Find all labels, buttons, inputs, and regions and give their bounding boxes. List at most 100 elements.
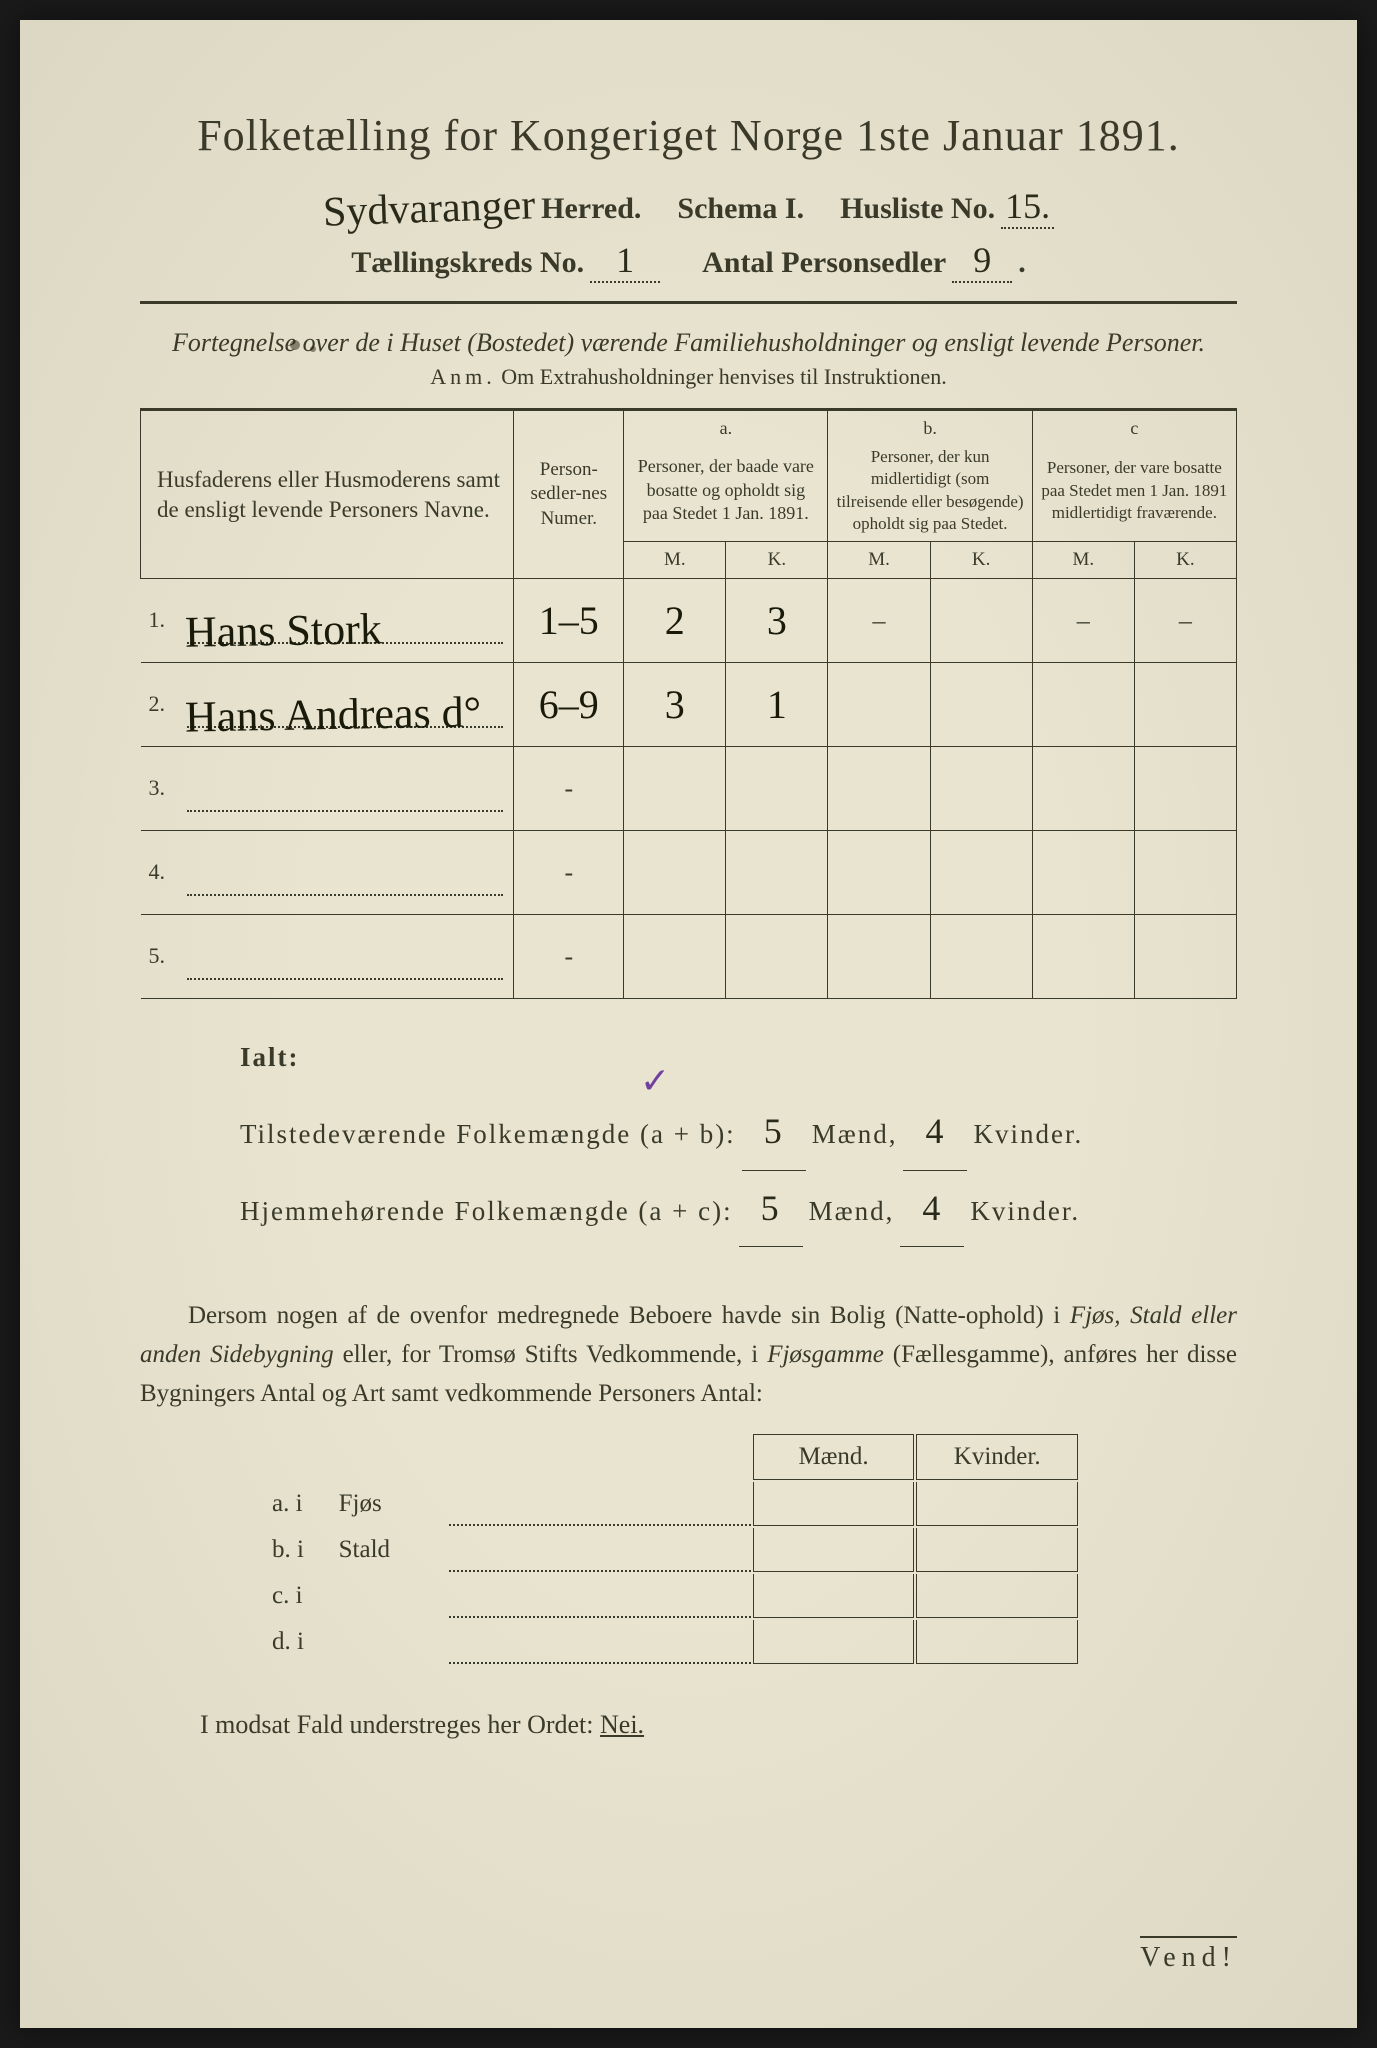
cell-a-m [624,915,726,999]
herred-label: Herred. [541,192,641,226]
row-number: 3. [149,775,177,801]
cell-c-k [1134,915,1236,999]
sum1-k: 4 [903,1094,967,1171]
sub-table-row: c. i [262,1574,1078,1618]
cell-a-k: 1 [726,663,828,747]
cell-b-k [930,663,1032,747]
row-number: 5. [149,943,177,969]
sub-row-label: d. i [262,1620,327,1664]
row-name-cell: 5. [141,915,514,999]
sub-maend-header: Mænd. [753,1434,915,1480]
cell-a-m: 3 [624,663,726,747]
table-row: 4. - [141,831,1237,915]
building-table: Mænd. Kvinder. a. iFjøsb. iStaldc. id. i [260,1432,1080,1666]
col-c-m: M. [1032,541,1134,579]
kvinder-label-2: Kvinder. [970,1183,1080,1240]
table-row: 1.Hans Stork1–523––– [141,579,1237,663]
schema-label: Schema I. [677,192,804,226]
summary-line-2: Hjemmehørende Folkemængde (a + c): 5 Mæn… [240,1171,1237,1248]
subtitle: Fortegnelse over de i Huset (Bostedet) v… [140,328,1237,358]
kvinder-label: Kvinder. [973,1106,1083,1163]
summary-line-1: Tilstedeværende Folkemængde (a + b): 5 M… [240,1094,1237,1171]
cell-a-k [726,831,828,915]
cell-num: 6–9 [514,663,624,747]
col-c-label: c [1032,410,1236,441]
sub-row-name: Stald [329,1528,448,1572]
cell-b-k [930,831,1032,915]
sum2-label: Hjemmehørende Folkemængde (a + c): [240,1183,733,1240]
cell-num: - [514,831,624,915]
ialt-label: Ialt: [240,1029,1237,1086]
row-name-value: Hans Stork [184,604,382,658]
divider [140,301,1237,304]
sum2-m: 5 [739,1171,803,1248]
sub-row-label: c. i [262,1574,327,1618]
cell-a-m: 2 [624,579,726,663]
sub-maend-cell [753,1620,915,1664]
cell-c-m: – [1032,579,1134,663]
sub-table-row: d. i [262,1620,1078,1664]
sub-kvinder-cell [916,1574,1078,1618]
footer-line: I modsat Fald understreges her Ordet: Ne… [140,1710,1237,1740]
maend-label: Mænd, [812,1106,898,1163]
kreds-value: 1 [590,239,660,283]
col-a-label: a. [624,410,828,441]
cell-b-m [828,663,930,747]
sub-row-label: a. i [262,1482,327,1526]
kreds-label: Tællingskreds No. [351,246,584,280]
summary-block: Ialt: Tilstedeværende Folkemængde (a + b… [240,1029,1237,1247]
cell-b-k [930,915,1032,999]
para-p1: Dersom nogen af de ovenfor medregnede Be… [188,1302,1070,1329]
row-number: 1. [149,607,177,633]
cell-c-k [1134,747,1236,831]
cell-a-m [624,831,726,915]
col-b-header: Personer, der kun midlertidigt (som tilr… [828,440,1032,541]
cell-c-m [1032,663,1134,747]
cell-a-k: 3 [726,579,828,663]
para-i2: Fjøsgamme [767,1341,884,1368]
sub-maend-cell [753,1574,915,1618]
sub-row-dots [449,1528,751,1572]
cell-c-k [1134,831,1236,915]
sum1-label: Tilstedeværende Folkemængde (a + b): [240,1106,736,1163]
row-dotted-line [187,978,504,980]
cell-c-m [1032,915,1134,999]
row-dotted-line [187,810,504,812]
sub-maend-cell [753,1482,915,1526]
table-row: 2.Hans Andreas d°6–931 [141,663,1237,747]
paragraph: Dersom nogen af de ovenfor medregnede Be… [140,1297,1237,1413]
row-number: 4. [149,859,177,885]
cell-c-m [1032,831,1134,915]
header-line-1: Sydvaranger Herred. Schema I. Husliste N… [140,181,1237,229]
sub-row-dots [449,1620,751,1664]
col-c-header: Personer, der vare bosatte paa Stedet me… [1032,440,1236,541]
sub-kvinder-cell [916,1620,1078,1664]
col-b-m: M. [828,541,930,579]
cell-b-k [930,747,1032,831]
cell-num: 1–5 [514,579,624,663]
footer-pre: I modsat Fald understreges her Ordet: [200,1710,600,1739]
table-row: 5.- [141,915,1237,999]
col-b-k: K. [930,541,1032,579]
col-a-m: M. [624,541,726,579]
household-table: Husfaderens eller Husmoderens samt de en… [140,408,1237,999]
row-dotted-line [187,894,504,896]
row-number: 2. [149,691,177,717]
cell-b-m [828,831,930,915]
personsedler-value: 9 [952,239,1012,283]
purple-checkmark: ✓ [640,1060,670,1102]
cell-b-m [828,747,930,831]
cell-a-m [624,747,726,831]
col-a-header: Personer, der baade vare bosatte og opho… [624,440,828,541]
vend-label: Vend! [1140,1936,1237,1974]
sub-table-row: b. iStald [262,1528,1078,1572]
maend-label-2: Mænd, [809,1183,895,1240]
husliste-label: Husliste No. [840,192,995,226]
sub-row-name [329,1620,448,1664]
sub-row-label: b. i [262,1528,327,1572]
ink-spot [310,346,316,352]
col-a-k: K. [726,541,828,579]
col-c-k: K. [1134,541,1236,579]
para-mid: eller, for Tromsø Stifts Vedkommende, i [334,1341,768,1368]
sub-maend-cell [753,1528,915,1572]
